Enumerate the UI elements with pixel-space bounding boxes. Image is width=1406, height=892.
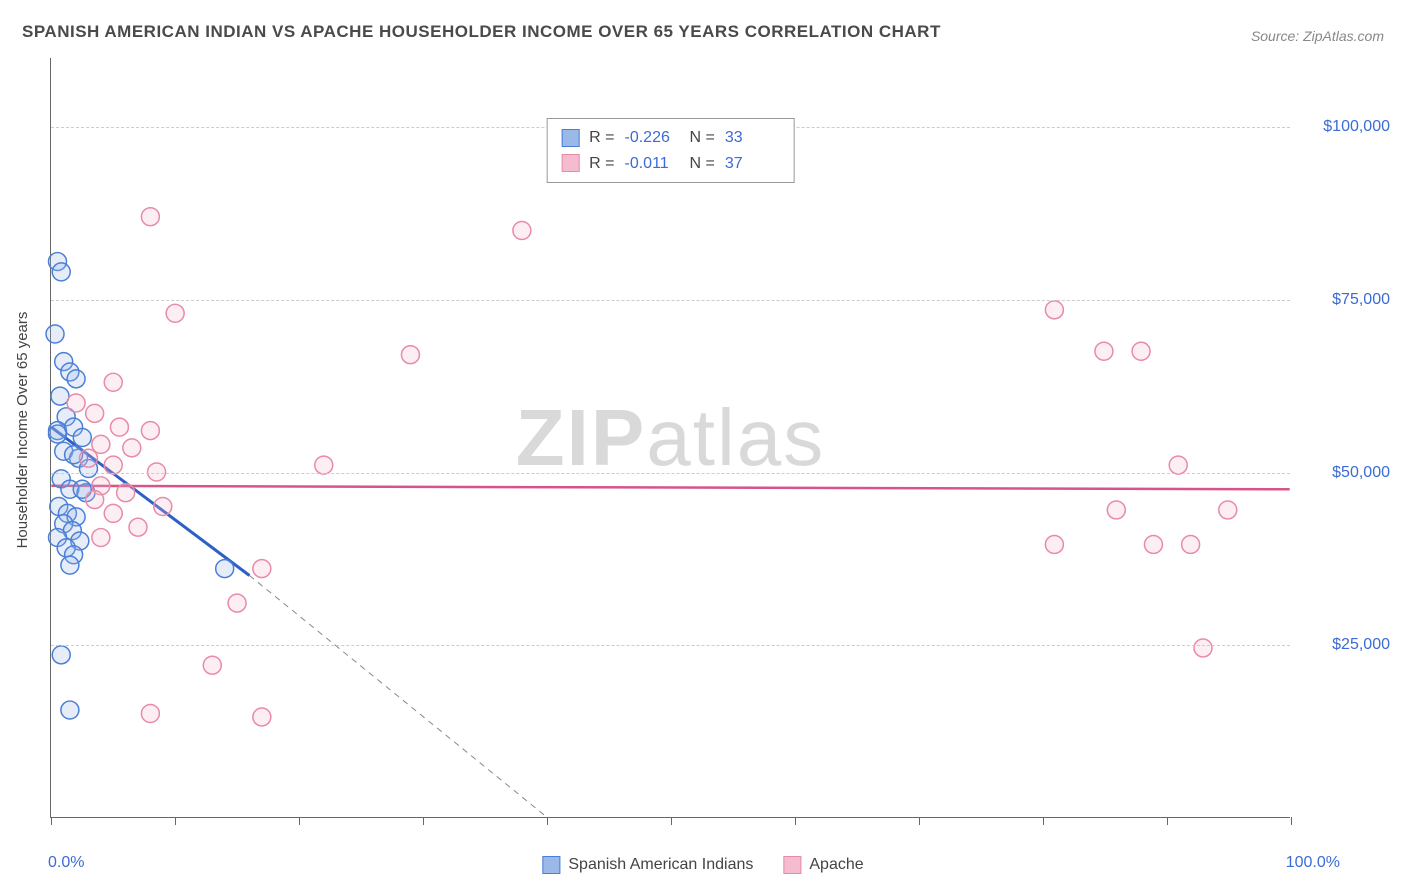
scatter-point	[49, 425, 67, 443]
bottom-legend: Spanish American Indians Apache	[542, 856, 863, 874]
stat-r-value: -0.226	[625, 125, 680, 151]
legend-series-name: Apache	[809, 856, 863, 874]
source-label: Source:	[1251, 28, 1299, 44]
y-tick-label: $75,000	[1300, 291, 1390, 309]
x-tick	[1291, 817, 1292, 825]
x-tick	[1043, 817, 1044, 825]
scatter-point	[73, 429, 91, 447]
scatter-point	[67, 394, 85, 412]
y-tick-label: $50,000	[1300, 464, 1390, 482]
x-tick-label-max: 100.0%	[1286, 854, 1340, 872]
scatter-point	[253, 708, 271, 726]
x-tick	[919, 817, 920, 825]
source-value: ZipAtlas.com	[1303, 28, 1384, 44]
scatter-point	[315, 456, 333, 474]
legend-series-name: Spanish American Indians	[568, 856, 753, 874]
scatter-point	[1107, 501, 1125, 519]
x-tick-label-min: 0.0%	[48, 854, 84, 872]
trend-line-dashed	[249, 576, 546, 818]
scatter-point	[67, 370, 85, 388]
legend-swatch	[561, 129, 579, 147]
scatter-point	[52, 646, 70, 664]
chart-container: SPANISH AMERICAN INDIAN VS APACHE HOUSEH…	[0, 0, 1406, 892]
scatter-point	[141, 422, 159, 440]
scatter-point	[104, 504, 122, 522]
legend-swatch	[561, 154, 579, 172]
scatter-point	[1194, 639, 1212, 657]
scatter-point	[1219, 501, 1237, 519]
scatter-point	[1095, 342, 1113, 360]
y-tick-label: $25,000	[1300, 636, 1390, 654]
scatter-point	[253, 560, 271, 578]
scatter-point	[141, 705, 159, 723]
x-tick	[671, 817, 672, 825]
scatter-point	[79, 449, 97, 467]
legend-swatch	[783, 856, 801, 874]
scatter-point	[110, 418, 128, 436]
scatter-point	[92, 529, 110, 547]
scatter-point	[86, 404, 104, 422]
stat-legend: R = -0.226 N = 33 R = -0.011 N = 37	[546, 118, 795, 183]
trend-line	[51, 486, 1289, 489]
scatter-point	[61, 556, 79, 574]
scatter-point	[117, 484, 135, 502]
chart-title: SPANISH AMERICAN INDIAN VS APACHE HOUSEH…	[22, 22, 941, 42]
x-tick	[795, 817, 796, 825]
scatter-point	[1045, 301, 1063, 319]
scatter-point	[46, 325, 64, 343]
scatter-point	[104, 456, 122, 474]
stat-n-value: 33	[725, 125, 780, 151]
x-tick	[423, 817, 424, 825]
scatter-point	[129, 518, 147, 536]
stat-n-label: N =	[690, 151, 715, 177]
scatter-point	[141, 208, 159, 226]
scatter-point	[123, 439, 141, 457]
scatter-point	[61, 701, 79, 719]
scatter-point	[166, 304, 184, 322]
scatter-point	[51, 387, 69, 405]
x-tick	[547, 817, 548, 825]
scatter-point	[1132, 342, 1150, 360]
stat-legend-row: R = -0.226 N = 33	[561, 125, 780, 151]
bottom-legend-item: Spanish American Indians	[542, 856, 753, 874]
x-tick	[51, 817, 52, 825]
scatter-point	[401, 346, 419, 364]
bottom-legend-item: Apache	[783, 856, 863, 874]
stat-n-label: N =	[690, 125, 715, 151]
x-tick	[1167, 817, 1168, 825]
scatter-point	[1169, 456, 1187, 474]
stat-n-value: 37	[725, 151, 780, 177]
x-tick	[299, 817, 300, 825]
scatter-point	[1045, 535, 1063, 553]
scatter-point	[203, 656, 221, 674]
scatter-point	[154, 498, 172, 516]
legend-swatch	[542, 856, 560, 874]
stat-r-value: -0.011	[625, 151, 680, 177]
stat-r-label: R =	[589, 125, 614, 151]
gridline-h	[51, 473, 1290, 474]
gridline-h	[51, 300, 1290, 301]
y-tick-label: $100,000	[1300, 118, 1390, 136]
scatter-point	[52, 263, 70, 281]
plot-area: ZIPatlas R =-0.226N =33R =-0.011N =37 $2…	[50, 58, 1290, 818]
scatter-point	[228, 594, 246, 612]
scatter-point	[86, 491, 104, 509]
scatter-point	[1182, 535, 1200, 553]
scatter-point	[513, 222, 531, 240]
y-axis-label: Householder Income Over 65 years	[14, 312, 31, 549]
scatter-point	[104, 373, 122, 391]
x-tick	[175, 817, 176, 825]
scatter-point	[1144, 535, 1162, 553]
gridline-h	[51, 645, 1290, 646]
scatter-point	[216, 560, 234, 578]
stat-r-label: R =	[589, 151, 614, 177]
source-attribution: Source: ZipAtlas.com	[1251, 28, 1384, 44]
stat-legend-row: R = -0.011 N = 37	[561, 151, 780, 177]
